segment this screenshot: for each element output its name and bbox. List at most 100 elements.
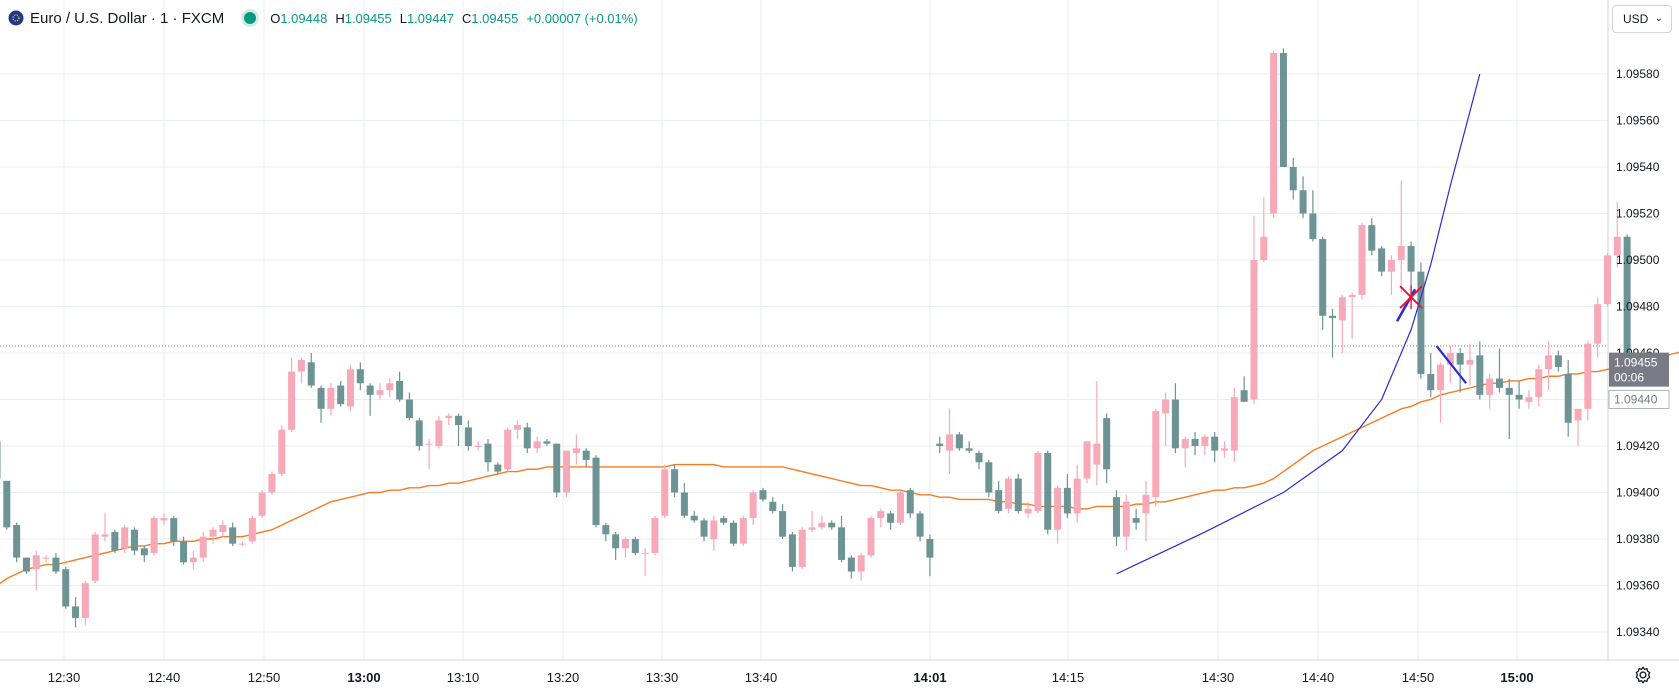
- candle-body: [1122, 501, 1130, 537]
- candle: [563, 450, 571, 498]
- candle-body: [111, 532, 119, 551]
- y-tick-label: 1.09560: [1616, 114, 1660, 128]
- candle: [1181, 436, 1189, 467]
- candle-body: [1584, 343, 1592, 409]
- candle-body: [1004, 478, 1012, 509]
- candle: [710, 515, 718, 551]
- candle-body: [337, 385, 345, 405]
- candle-body: [621, 539, 629, 549]
- candle-body: [946, 434, 954, 451]
- gear-icon[interactable]: [1632, 664, 1654, 686]
- y-tick-label: 1.09340: [1616, 625, 1660, 639]
- candle: [533, 436, 541, 453]
- candle: [612, 532, 620, 560]
- candle-body: [13, 525, 21, 558]
- candle-body: [1112, 497, 1120, 537]
- candle: [1437, 362, 1445, 423]
- legend-header: Euro / U.S. Dollar · 1 · FXCM O 1.09448 …: [8, 6, 646, 30]
- y-tick-label: 1.09520: [1616, 207, 1660, 221]
- candle: [916, 511, 924, 542]
- candle-body: [926, 539, 934, 558]
- trend-curve: [1116, 73, 1481, 575]
- candle: [13, 522, 21, 563]
- candle: [818, 515, 826, 530]
- candle: [592, 455, 600, 528]
- candle: [22, 557, 30, 574]
- candle-body: [1407, 246, 1415, 272]
- x-tick-label: 13:00: [347, 670, 380, 685]
- candle-body: [1329, 315, 1337, 319]
- candle: [189, 550, 197, 570]
- candle: [484, 439, 492, 472]
- candle: [1279, 48, 1287, 168]
- candle: [887, 511, 895, 530]
- candle-body: [553, 443, 561, 493]
- candle: [170, 515, 178, 546]
- candle: [788, 532, 796, 572]
- candle: [553, 443, 561, 498]
- candle: [52, 552, 60, 574]
- drawings[interactable]: [1116, 73, 1481, 575]
- candle: [288, 357, 296, 433]
- moving-average: [0, 351, 1679, 585]
- candle: [955, 432, 963, 451]
- candle: [1073, 464, 1081, 523]
- candle-body: [1613, 236, 1621, 256]
- candle-body: [1427, 373, 1435, 391]
- candle: [1427, 353, 1435, 398]
- candle: [101, 513, 109, 542]
- level-tag: [1608, 390, 1670, 409]
- candle-body: [828, 522, 836, 528]
- candle: [229, 522, 237, 546]
- level-tag-label: 1.09440: [1614, 393, 1658, 407]
- y-tick-label: 1.09400: [1616, 486, 1660, 500]
- candle: [1456, 348, 1464, 393]
- candle: [1034, 450, 1042, 514]
- ma-line: [0, 351, 1679, 585]
- candle-body: [435, 420, 443, 446]
- symbol-title[interactable]: Euro / U.S. Dollar · 1 · FXCM: [30, 9, 225, 27]
- candle: [494, 462, 502, 474]
- candle: [504, 427, 512, 472]
- candle-body: [1476, 355, 1484, 395]
- candle-body: [140, 548, 148, 556]
- candle: [347, 364, 355, 412]
- candle-body: [356, 369, 364, 384]
- candle: [513, 420, 521, 440]
- candle: [160, 513, 168, 526]
- candle-body: [1152, 411, 1160, 498]
- candle: [1329, 308, 1337, 358]
- candle-body: [170, 518, 178, 542]
- candle-body: [641, 552, 649, 554]
- candle-body: [248, 518, 256, 542]
- currency-select[interactable]: USD ⌄: [1612, 5, 1672, 33]
- candle-body: [189, 557, 197, 563]
- candle-body: [366, 385, 374, 395]
- candle-body: [739, 518, 747, 544]
- candle-body: [1191, 439, 1199, 446]
- candle: [1486, 373, 1494, 409]
- candle-body: [995, 490, 1003, 512]
- candle: [1171, 383, 1179, 453]
- candle: [906, 487, 914, 519]
- candle-body: [1574, 408, 1582, 421]
- x-tick-label: 14:30: [1202, 670, 1235, 685]
- x-tick-label: 13:40: [745, 670, 778, 685]
- candle-body: [1289, 167, 1297, 191]
- candle-body: [680, 492, 688, 516]
- candle: [808, 511, 816, 533]
- candle-body: [975, 452, 983, 463]
- x-tick-label: 13:20: [547, 670, 580, 685]
- candle-body: [818, 522, 826, 528]
- candle-body: [327, 387, 335, 409]
- candle-body: [199, 536, 207, 558]
- open-label: O: [270, 10, 281, 26]
- candle-body: [1309, 213, 1317, 240]
- candle-body: [1211, 436, 1219, 451]
- candle: [1142, 480, 1150, 542]
- candle-body: [533, 441, 541, 449]
- candle: [936, 436, 944, 453]
- candle: [445, 413, 453, 426]
- candle: [1515, 380, 1523, 409]
